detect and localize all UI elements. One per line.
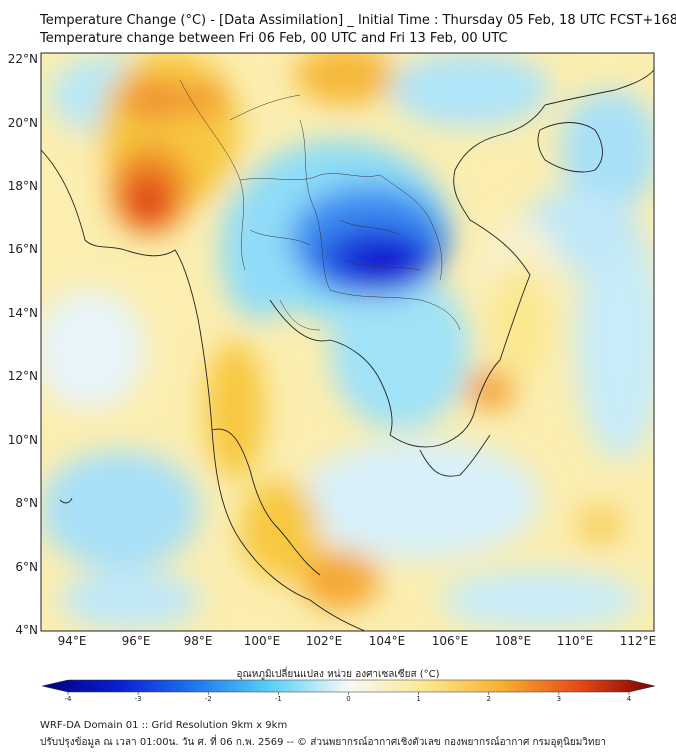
colorbar-title: อุณหภูมิเปลี่ยนแปลง หน่วย องศาเซลเซียส (… — [236, 669, 440, 680]
coastlines — [41, 69, 654, 631]
temperature-field — [41, 53, 654, 631]
lon-tick-label: 110°E — [557, 634, 594, 648]
lon-tick-label: 112°E — [620, 634, 657, 648]
colorbar-tick-label: 2 — [487, 695, 491, 703]
lon-tick-label: 108°E — [495, 634, 532, 648]
map-subtitle: Temperature change between Fri 06 Feb, 0… — [40, 31, 508, 46]
lat-tick-label: 4°N — [15, 623, 38, 637]
lat-tick-label: 22°N — [8, 52, 38, 66]
province-borders — [179, 79, 461, 331]
footer-line-1: WRF-DA Domain 01 :: Grid Resolution 9km … — [40, 720, 288, 731]
colorbar-tick-label: -4 — [65, 695, 73, 703]
lat-tick-label: 6°N — [15, 560, 38, 574]
lat-tick-label: 8°N — [15, 496, 38, 510]
lon-tick-label: 106°E — [432, 634, 469, 648]
lon-tick-label: 94°E — [58, 634, 87, 648]
lat-tick-label: 16°N — [8, 242, 38, 256]
lat-tick-label: 18°N — [8, 179, 38, 193]
colorbar: -4 -3 -2 -1 0 1 2 3 4 — [41, 679, 656, 703]
footer-line-2: ปรับปรุงข้อมูล ณ เวลา 01:00น. วัน ศ. ที่… — [40, 737, 606, 748]
longitude-axis: 94°E 96°E 98°E 100°E 102°E 104°E 106°E 1… — [58, 634, 657, 648]
colorbar-tick-label: -2 — [205, 695, 212, 703]
lon-tick-label: 100°E — [244, 634, 281, 648]
map-frame — [40, 52, 655, 632]
colorbar-tick-label: -1 — [275, 695, 282, 703]
lat-tick-label: 10°N — [8, 433, 38, 447]
colorbar-tick-label: 0 — [346, 695, 350, 703]
colorbar-tick-label: 3 — [557, 695, 561, 703]
latitude-axis: 22°N 20°N 18°N 16°N 14°N 12°N 10°N 8°N 6… — [8, 52, 38, 637]
colorbar-tick-label: -3 — [135, 695, 142, 703]
lon-tick-label: 104°E — [369, 634, 406, 648]
lat-tick-label: 12°N — [8, 369, 38, 383]
lat-tick-label: 20°N — [8, 116, 38, 130]
lat-tick-label: 14°N — [8, 306, 38, 320]
lon-tick-label: 96°E — [122, 634, 151, 648]
colorbar-tick-label: 4 — [627, 695, 632, 703]
map-title: Temperature Change (°C) - [Data Assimila… — [40, 13, 676, 28]
colorbar-tick-label: 1 — [416, 695, 420, 703]
lon-tick-label: 98°E — [184, 634, 213, 648]
lon-tick-label: 102°E — [306, 634, 343, 648]
